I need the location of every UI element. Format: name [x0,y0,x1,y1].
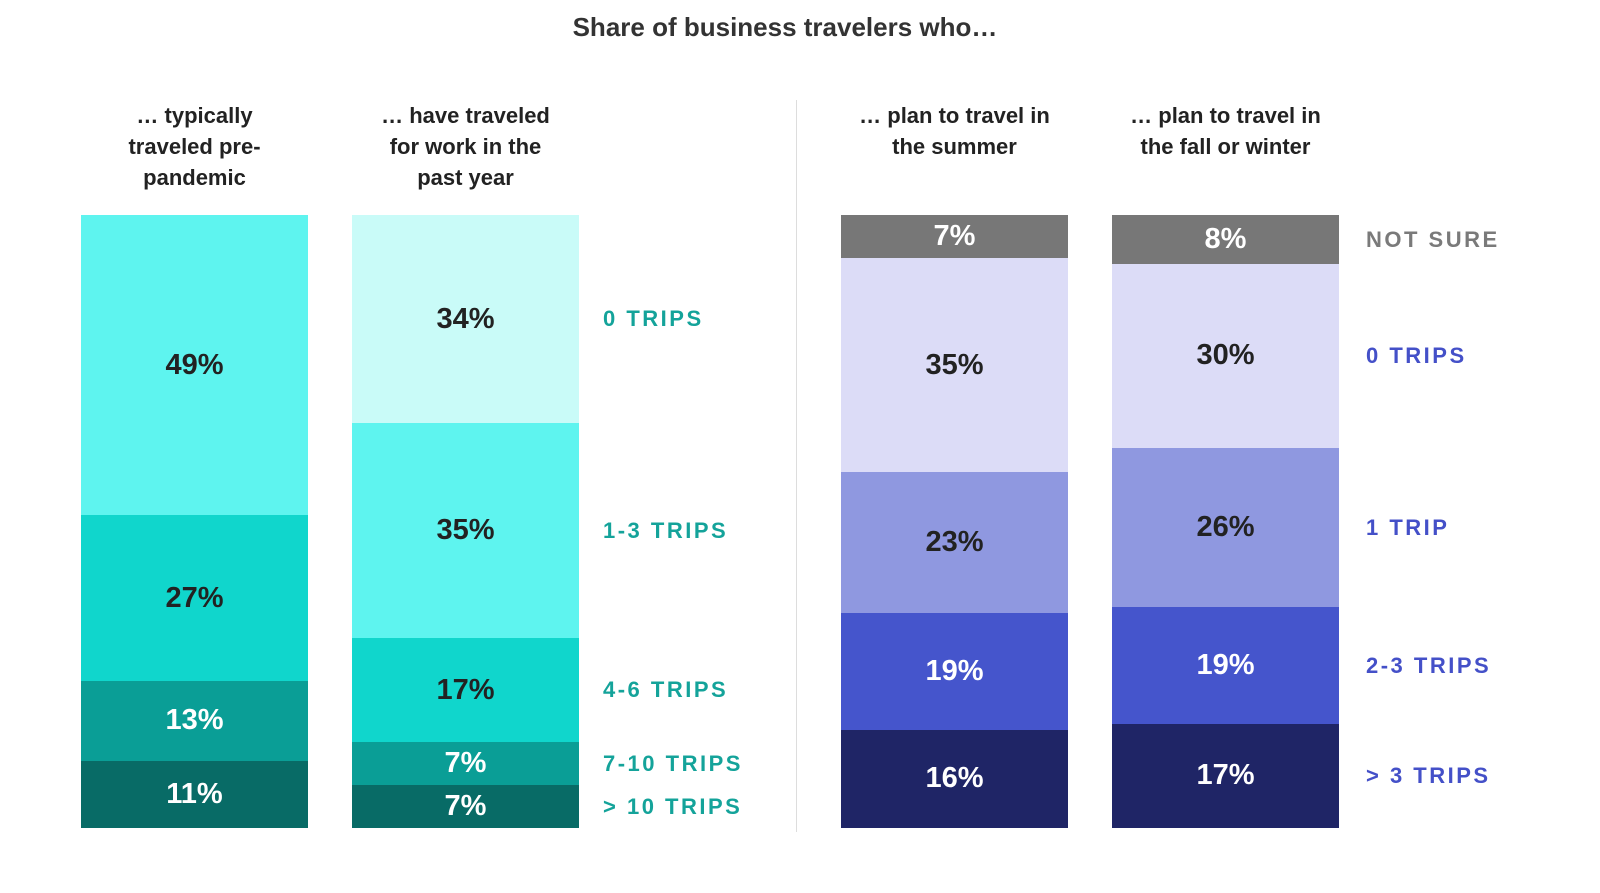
bar-segment: 27% [81,515,308,681]
bar-segment: 11% [81,760,308,828]
value-label: 34% [436,302,495,335]
value-label: 35% [436,514,495,547]
legend-label: 4-6 TRIPS [603,677,729,703]
legend-label: 1-3 TRIPS [603,517,729,543]
bar-segment: 7% [352,785,579,828]
bar-segment: 13% [81,680,308,761]
bar-segment: 35% [841,257,1068,473]
legend-label: 0 TRIPS [603,306,704,332]
legend-label: 1 TRIP [1366,514,1450,540]
column-label: … plan to travel in the fall or winter [1130,103,1321,159]
chart-title: Share of business travelers who… [572,12,998,42]
value-label: 17% [436,673,495,706]
bar-segment: 34% [352,215,579,424]
value-label: 17% [1196,759,1255,792]
bar-segment: 17% [352,637,579,743]
bar-segment: 19% [841,613,1068,730]
column-label: … plan to travel in the summer [859,103,1050,159]
legend-label: > 3 TRIPS [1366,762,1491,788]
value-label: 49% [165,348,224,381]
value-label: 19% [1196,649,1255,682]
bar-segment: 23% [841,472,1068,614]
value-label: 26% [1196,511,1255,544]
value-label: 13% [165,704,224,737]
value-label: 16% [925,762,984,795]
bar-segment: 16% [841,729,1068,828]
value-label: 7% [933,219,976,252]
value-label: 7% [444,790,487,823]
bar-segment: 8% [1112,215,1339,265]
value-label: 27% [165,581,224,614]
value-label: 11% [166,777,223,810]
bar-segment: 49% [81,215,308,516]
value-label: 30% [1196,339,1255,372]
divider [796,100,797,832]
bar-segment: 26% [1112,447,1339,608]
legend-label: 7-10 TRIPS [603,750,743,776]
legend-label: 2-3 TRIPS [1366,652,1492,678]
column-label: … typically traveled pre-pandemic [128,103,261,190]
legend-label: 0 TRIPS [1366,342,1467,368]
bar-segment: 17% [1112,723,1339,828]
value-label: 35% [925,348,984,381]
bar-segment: 7% [352,742,579,786]
value-label: 23% [925,526,984,559]
column-label: … have traveled for work in the past yea… [381,103,550,190]
bar-segment: 19% [1112,607,1339,724]
value-label: 7% [444,747,487,780]
legend-label: NOT SURE [1366,226,1500,252]
bar-segment: 7% [841,215,1068,258]
value-label: 8% [1204,223,1247,256]
legend-label: > 10 TRIPS [603,793,743,819]
value-label: 19% [925,655,984,688]
bar-segment: 35% [352,423,579,638]
bar-segment: 30% [1112,264,1339,448]
